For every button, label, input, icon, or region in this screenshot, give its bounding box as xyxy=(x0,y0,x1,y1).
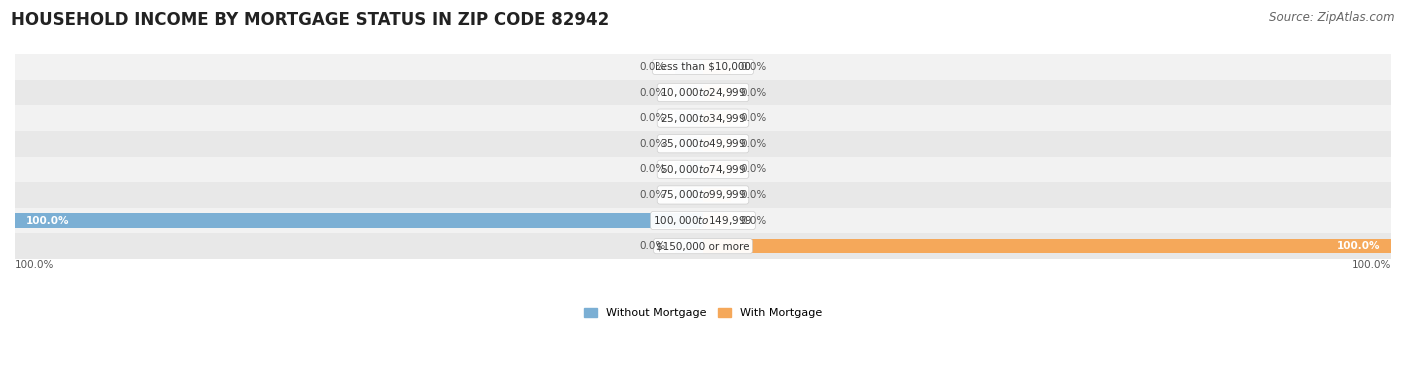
Text: 100.0%: 100.0% xyxy=(1337,241,1381,251)
Bar xyxy=(703,162,731,177)
Bar xyxy=(15,156,1391,182)
Text: 0.0%: 0.0% xyxy=(638,62,665,72)
Bar xyxy=(703,214,731,228)
Text: 100.0%: 100.0% xyxy=(15,260,55,270)
Bar xyxy=(703,239,1391,253)
Text: 100.0%: 100.0% xyxy=(25,215,69,226)
Legend: Without Mortgage, With Mortgage: Without Mortgage, With Mortgage xyxy=(583,308,823,318)
Text: Less than $10,000: Less than $10,000 xyxy=(655,62,751,72)
Bar xyxy=(675,162,703,177)
Bar xyxy=(703,60,731,74)
Bar xyxy=(675,60,703,74)
Bar xyxy=(703,188,731,202)
Text: 100.0%: 100.0% xyxy=(1351,260,1391,270)
Bar xyxy=(15,80,1391,105)
Text: 0.0%: 0.0% xyxy=(638,139,665,149)
Text: 0.0%: 0.0% xyxy=(741,62,768,72)
Text: 0.0%: 0.0% xyxy=(638,113,665,123)
Bar xyxy=(675,85,703,99)
Text: Source: ZipAtlas.com: Source: ZipAtlas.com xyxy=(1270,11,1395,24)
Bar xyxy=(675,239,703,253)
Text: 0.0%: 0.0% xyxy=(741,215,768,226)
Bar xyxy=(15,233,1391,259)
Bar xyxy=(703,111,731,125)
Text: $75,000 to $99,999: $75,000 to $99,999 xyxy=(659,188,747,201)
Text: $100,000 to $149,999: $100,000 to $149,999 xyxy=(654,214,752,227)
Bar xyxy=(15,54,1391,80)
Bar xyxy=(15,214,703,228)
Text: $25,000 to $34,999: $25,000 to $34,999 xyxy=(659,112,747,125)
Bar xyxy=(15,131,1391,156)
Text: 0.0%: 0.0% xyxy=(638,164,665,174)
Text: $35,000 to $49,999: $35,000 to $49,999 xyxy=(659,137,747,150)
Text: 0.0%: 0.0% xyxy=(741,164,768,174)
Text: 0.0%: 0.0% xyxy=(638,88,665,98)
Text: 0.0%: 0.0% xyxy=(741,139,768,149)
Bar xyxy=(675,137,703,151)
Text: 0.0%: 0.0% xyxy=(741,88,768,98)
Text: 0.0%: 0.0% xyxy=(638,241,665,251)
Bar xyxy=(15,182,1391,208)
Text: 0.0%: 0.0% xyxy=(638,190,665,200)
Text: $150,000 or more: $150,000 or more xyxy=(657,241,749,251)
Bar xyxy=(703,137,731,151)
Text: HOUSEHOLD INCOME BY MORTGAGE STATUS IN ZIP CODE 82942: HOUSEHOLD INCOME BY MORTGAGE STATUS IN Z… xyxy=(11,11,609,29)
Bar xyxy=(703,85,731,99)
Bar xyxy=(15,208,1391,233)
Text: 0.0%: 0.0% xyxy=(741,190,768,200)
Text: 0.0%: 0.0% xyxy=(741,113,768,123)
Bar xyxy=(675,188,703,202)
Text: $50,000 to $74,999: $50,000 to $74,999 xyxy=(659,163,747,176)
Text: $10,000 to $24,999: $10,000 to $24,999 xyxy=(659,86,747,99)
Bar xyxy=(15,105,1391,131)
Bar xyxy=(675,111,703,125)
